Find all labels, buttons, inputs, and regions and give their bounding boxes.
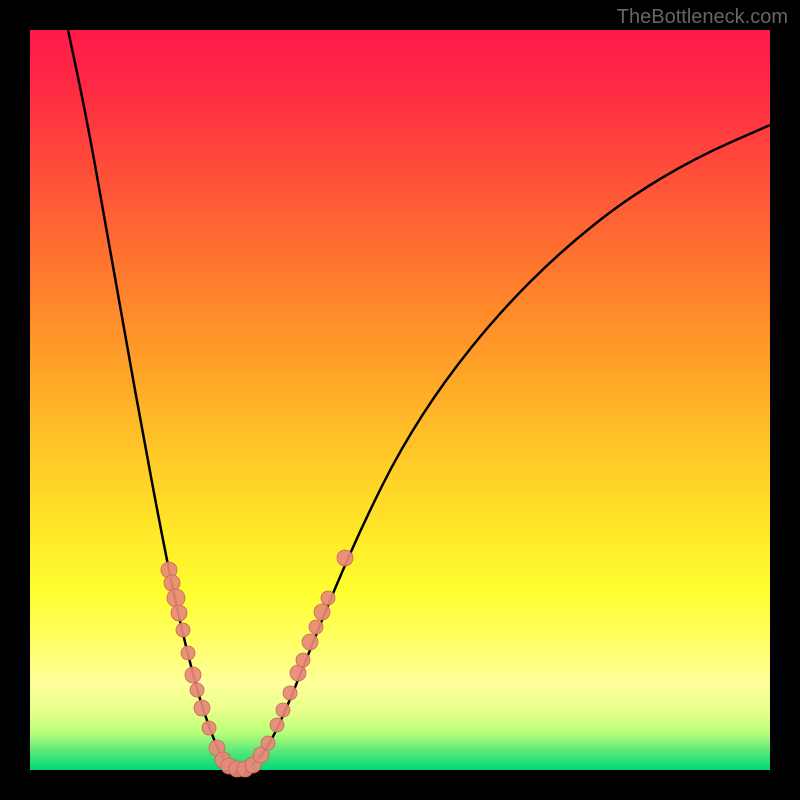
chart-container: TheBottleneck.com <box>0 0 800 800</box>
marker-point <box>302 634 318 650</box>
bottleneck-curve-chart <box>0 0 800 800</box>
marker-point <box>176 623 190 637</box>
marker-point <box>337 550 353 566</box>
marker-point <box>283 686 297 700</box>
marker-point <box>202 721 216 735</box>
marker-point <box>194 700 210 716</box>
marker-point <box>309 620 323 634</box>
marker-point <box>181 646 195 660</box>
marker-point <box>185 667 201 683</box>
marker-point <box>167 589 185 607</box>
marker-point <box>171 605 187 621</box>
marker-point <box>190 683 204 697</box>
marker-point <box>270 718 284 732</box>
marker-point <box>296 653 310 667</box>
marker-point <box>314 604 330 620</box>
marker-point <box>321 591 335 605</box>
watermark-text: TheBottleneck.com <box>617 6 788 29</box>
marker-point <box>164 575 180 591</box>
marker-point <box>276 703 290 717</box>
marker-point <box>290 665 306 681</box>
plot-area <box>30 30 770 770</box>
marker-point <box>261 736 275 750</box>
